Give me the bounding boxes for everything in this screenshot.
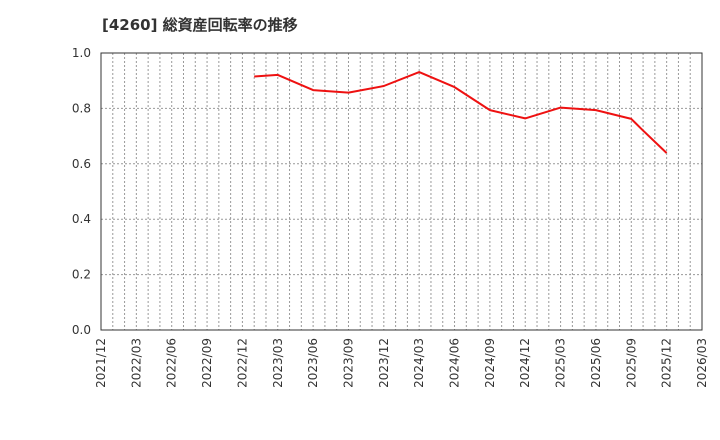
x-tick-label: 2025/12 xyxy=(660,338,674,388)
x-tick-label: 2023/03 xyxy=(271,338,285,388)
x-tick-label: 2022/09 xyxy=(200,338,214,388)
x-axis-ticks: 2021/12 2022/03 2022/06 2022/09 2022/12 2023/… xyxy=(94,338,709,388)
x-tick-label: 2025/06 xyxy=(589,338,603,388)
x-tick-label: 2023/09 xyxy=(341,338,355,388)
y-tick-label: 0.2 xyxy=(72,268,91,282)
x-tick-label: 2023/06 xyxy=(306,338,320,388)
series-line-total-asset-turnover xyxy=(254,71,668,154)
x-tick-label: 2025/03 xyxy=(554,338,568,388)
x-tick-label: 2024/09 xyxy=(483,338,497,388)
x-tick-label: 2022/12 xyxy=(235,338,249,388)
x-tick-label: 2024/06 xyxy=(448,338,462,388)
x-tick-label: 2023/12 xyxy=(377,338,391,388)
y-tick-label: 0.6 xyxy=(72,157,91,171)
x-tick-label: 2025/09 xyxy=(624,338,638,388)
y-tick-label: 1.0 xyxy=(72,46,91,60)
gridlines xyxy=(101,53,702,330)
chart-title: [4260] 総資産回転率の推移 xyxy=(102,16,298,34)
plot-frame xyxy=(100,52,703,331)
y-tick-label: 0.0 xyxy=(72,323,91,337)
y-tick-label: 0.8 xyxy=(72,101,91,115)
x-tick-label: 2024/03 xyxy=(412,338,426,388)
y-tick-label: 0.4 xyxy=(72,212,91,226)
x-tick-label: 2026/03 xyxy=(695,338,709,388)
y-axis-ticks: 0.0 0.2 0.4 0.6 0.8 1.0 xyxy=(72,46,91,337)
x-tick-label: 2022/03 xyxy=(129,338,143,388)
x-tick-label: 2024/12 xyxy=(518,338,532,388)
x-tick-label: 2022/06 xyxy=(165,338,179,388)
x-tick-label: 2021/12 xyxy=(94,338,108,388)
